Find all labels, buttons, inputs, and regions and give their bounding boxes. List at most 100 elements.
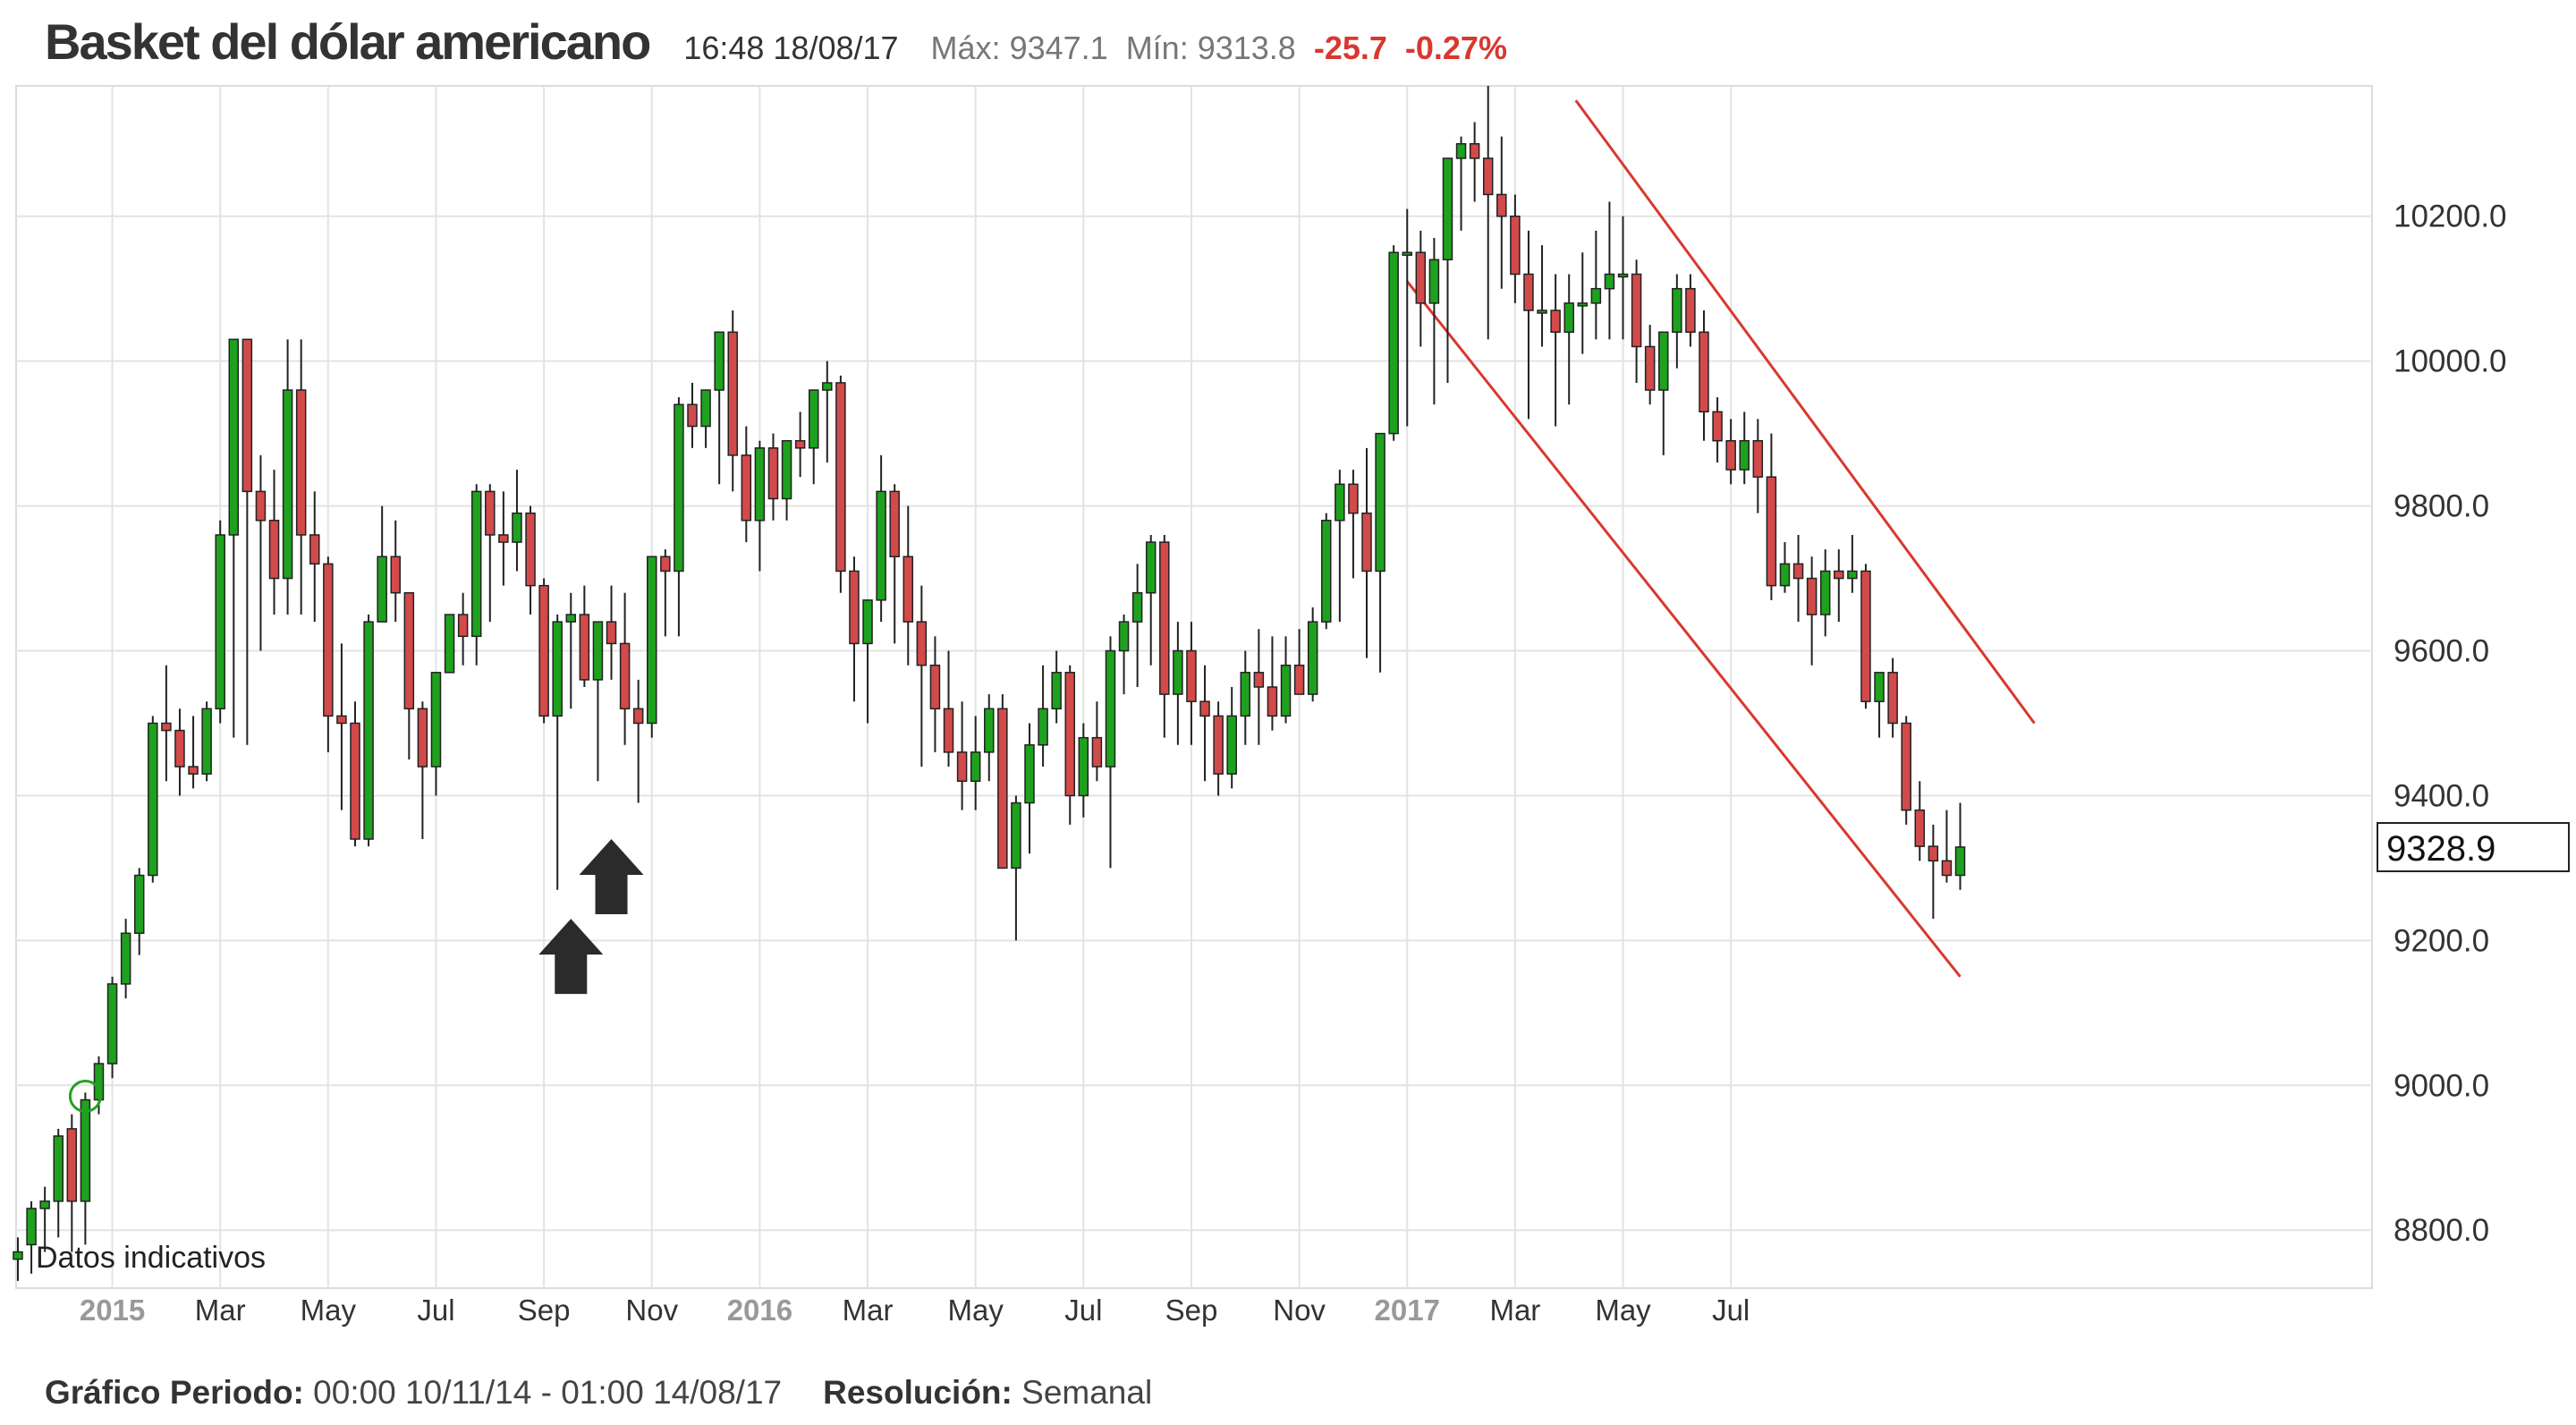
candle [228,338,240,738]
candle-body [1482,157,1494,196]
candle-body [470,490,482,638]
candle-body [1307,621,1318,695]
candle-body [647,556,657,725]
candle [390,520,401,623]
candle-body [1375,432,1385,573]
candle-body [350,722,360,840]
candle [430,672,442,796]
candle [997,694,1008,869]
x-tick-label: Sep [518,1294,571,1327]
candle [188,716,199,789]
candle-body [579,614,590,681]
candle [970,716,981,810]
candle-body [215,534,225,710]
candle-body [26,1208,37,1246]
candle [794,411,806,478]
candle-body [53,1135,64,1202]
candle [741,426,752,543]
candle [889,484,900,644]
candle-body [619,642,631,710]
candle [282,339,293,615]
signal-circle-icon [68,1079,102,1113]
candle [1348,470,1359,579]
candle-body [754,447,766,522]
candle [39,1186,50,1252]
candle-body [1240,672,1251,717]
candle [363,615,374,847]
candle [822,360,833,463]
candle [1954,802,1966,890]
x-tick-label: Mar [195,1294,246,1327]
candle [1307,606,1318,702]
candle-body [929,664,941,710]
candle-body [1131,591,1143,623]
candle-body [13,1251,23,1260]
trend-channel [1406,99,2036,978]
plot-frame [15,85,2373,1289]
candle [53,1128,64,1238]
candle [174,708,185,796]
candle-body [1901,722,1911,811]
candle [1213,701,1224,796]
candle-body [1860,570,1871,702]
candle-body [565,614,577,623]
candle [1226,687,1237,789]
chart-title: Basket del dólar americano [45,13,651,70]
annotations: Datos indicativos [36,839,644,1275]
candle-body [161,722,172,732]
candle [161,665,172,782]
candle-body [552,621,563,717]
candle [1644,325,1656,405]
candle-body [1644,345,1656,391]
candle [1293,629,1305,695]
period-value: 00:00 10/11/14 - 01:00 14/08/17 [313,1374,783,1411]
candle-body [687,403,698,428]
candle [1590,230,1602,340]
candle [1186,622,1197,745]
candle [929,636,941,752]
candle [403,591,415,759]
candle-body [889,490,900,558]
candle [1806,556,1818,666]
candle-body [902,556,914,623]
candle-body [1914,809,1926,847]
x-tick-label: May [1595,1294,1651,1327]
min-value: 9313.8 [1197,30,1296,66]
candle [647,556,657,738]
candle-body [336,715,347,725]
candle-body [133,874,145,935]
y-tick-label: 9600.0 [2394,634,2489,669]
candle-body [525,512,536,587]
candle-body [120,932,131,985]
candle-body [1752,439,1764,478]
candle [1725,419,1736,485]
candle [485,484,496,623]
candle-body [632,708,644,725]
candle-body [403,591,415,710]
candle-body [498,534,509,543]
price-change: -25.7 [1313,30,1387,66]
x-tick-label: May [301,1294,357,1327]
candle-body [309,534,320,565]
x-tick-label: 2015 [80,1294,145,1327]
price-change-percent: -0.27% [1404,30,1507,66]
candle-body [674,403,684,573]
period-label: Gráfico Periodo: [45,1374,304,1411]
candle-body [1118,621,1130,652]
candle [632,679,644,803]
candle [1631,259,1642,383]
candle-body [295,389,307,536]
candle-body [1685,287,1696,334]
candle-body [1563,302,1574,334]
candle [1145,534,1157,666]
min-label: Mín: [1125,30,1189,66]
candle [592,621,604,782]
candle [1051,650,1062,724]
candle [417,701,428,840]
candle-body [916,621,928,666]
candle [552,615,563,890]
candle-body [1819,570,1831,615]
candle [1901,716,1911,825]
candle-body [767,447,779,500]
candle-body [1954,846,1966,877]
